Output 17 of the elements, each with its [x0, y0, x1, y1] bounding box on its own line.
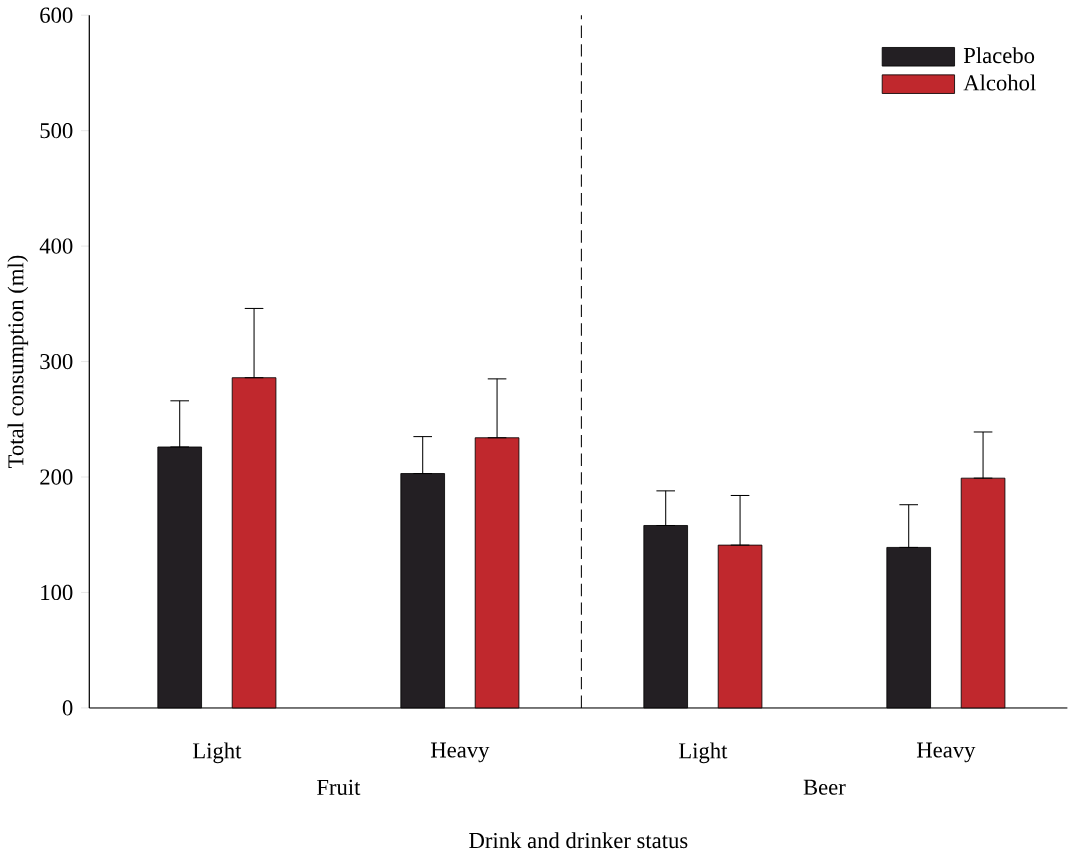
- legend-label: Alcohol: [963, 74, 1036, 91]
- y-tick-label: 100: [41, 584, 73, 601]
- x-tick-label: Heavy: [916, 742, 976, 763]
- legend-label: Placebo: [963, 47, 1035, 64]
- y-tick-label: 0: [62, 700, 73, 716]
- y-tick-label: 400: [39, 238, 73, 254]
- text: Fruit: [316, 779, 361, 796]
- x-tick-label: Heavy: [430, 742, 490, 763]
- y-tick-label: 200: [40, 469, 73, 485]
- y-axis-title: Total consumption (ml): [7, 255, 29, 469]
- x-axis-title: Drink and drinker status: [469, 832, 688, 849]
- x-tick-label: Light: [678, 742, 728, 764]
- y-tick-label: 300: [40, 354, 73, 370]
- y-tick-label: 600: [40, 7, 73, 23]
- text: Beer: [803, 779, 846, 795]
- x-tick-label: Light: [192, 742, 242, 764]
- y-tick-label: 500: [40, 123, 73, 139]
